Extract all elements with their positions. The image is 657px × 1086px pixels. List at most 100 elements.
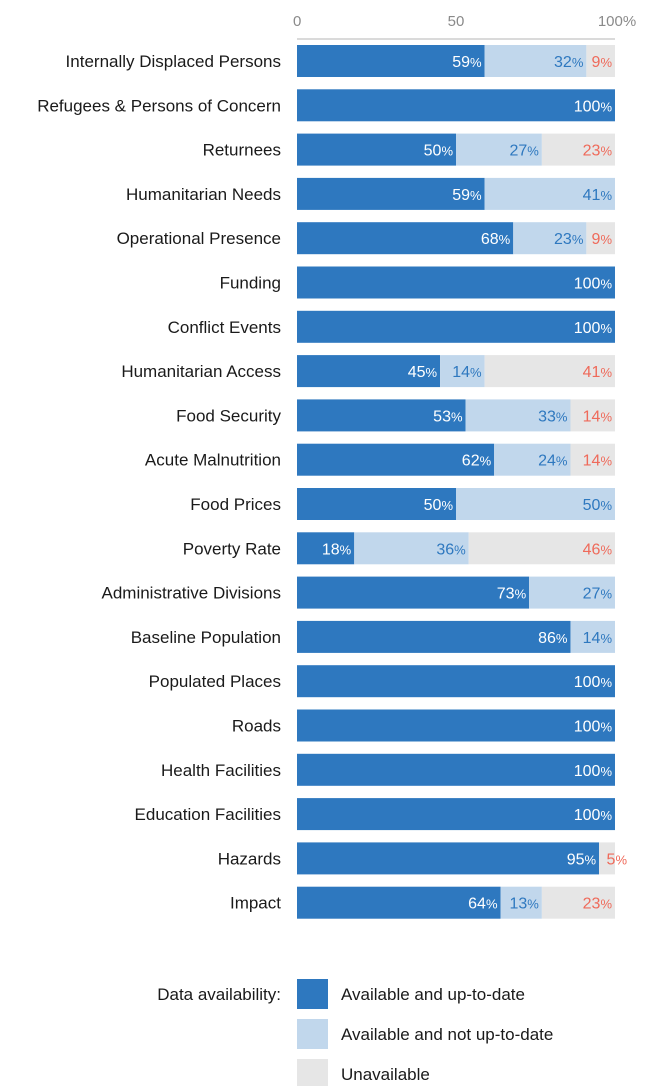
- data-label: 32%: [554, 54, 584, 71]
- legend-label: Unavailable: [341, 1065, 430, 1084]
- bar-segment: [297, 177, 485, 210]
- bar-segment: [297, 266, 615, 299]
- data-label: 46%: [583, 541, 613, 558]
- category-label: Health Facilities: [161, 761, 281, 780]
- data-label: 14%: [583, 453, 613, 470]
- bar-segment: [297, 532, 355, 565]
- data-label: 64%: [468, 896, 498, 913]
- data-label: 36%: [436, 541, 466, 558]
- data-label: 24%: [538, 453, 568, 470]
- data-label: 9%: [592, 54, 613, 71]
- bar-segment: [456, 133, 542, 166]
- category-label: Humanitarian Needs: [126, 185, 281, 204]
- category-label: Returnees: [203, 141, 281, 160]
- category-label: Refugees & Persons of Concern: [37, 96, 281, 115]
- data-label: 100%: [574, 98, 613, 115]
- data-label: 23%: [554, 231, 584, 248]
- data-label: 41%: [583, 364, 613, 381]
- legend-label: Available and up-to-date: [341, 985, 525, 1004]
- bar-segment: [586, 45, 615, 77]
- bar-segment: [500, 886, 542, 919]
- bar-segment: [297, 886, 501, 919]
- category-label: Food Security: [176, 406, 281, 425]
- bar-segment: [297, 620, 571, 653]
- data-label: 45%: [408, 364, 438, 381]
- x-tick-label: 0: [293, 13, 301, 30]
- category-label: Food Prices: [190, 495, 281, 514]
- bar-segment: [297, 443, 495, 476]
- bar-segment: [297, 355, 441, 388]
- data-label: 27%: [583, 586, 613, 603]
- bar-segment: [297, 399, 466, 432]
- data-label: 5%: [607, 851, 628, 868]
- data-label: 100%: [574, 763, 613, 780]
- data-label: 18%: [322, 541, 352, 558]
- bar-segment: [297, 45, 485, 77]
- bar-segment: [297, 89, 615, 122]
- bar-segment: [541, 886, 615, 919]
- bar-segment: [297, 842, 600, 875]
- data-label: 50%: [583, 497, 613, 514]
- bar-segment: [570, 443, 615, 476]
- bar-segment: [484, 45, 587, 77]
- data-label: 14%: [583, 630, 613, 647]
- bar-segment: [529, 576, 615, 609]
- category-label: Roads: [232, 717, 281, 736]
- legend-swatch: [297, 1059, 328, 1086]
- category-label: Conflict Events: [168, 318, 281, 337]
- bar-segment: [297, 222, 514, 255]
- category-label: Baseline Population: [131, 628, 281, 647]
- bar-segment: [494, 443, 571, 476]
- data-label: 86%: [538, 630, 568, 647]
- category-label: Funding: [220, 274, 281, 293]
- bar-segment: [297, 488, 456, 520]
- data-label: 41%: [583, 187, 613, 204]
- bar-segment: [468, 532, 615, 565]
- category-label: Operational Presence: [117, 229, 281, 248]
- bar-segment: [440, 355, 485, 388]
- legend-swatch: [297, 979, 328, 1009]
- data-label: 59%: [452, 187, 482, 204]
- data-label: 23%: [583, 896, 613, 913]
- data-label: 14%: [452, 364, 482, 381]
- bar-segment: [297, 576, 530, 609]
- bar-segment: [570, 620, 615, 653]
- bar-segment: [297, 709, 615, 742]
- data-label: 59%: [452, 54, 482, 71]
- data-label: 33%: [538, 408, 568, 425]
- bar-segment: [465, 399, 571, 432]
- data-label: 9%: [592, 231, 613, 248]
- x-tick-label: 100%: [598, 13, 636, 30]
- data-label: 95%: [567, 851, 597, 868]
- category-label: Impact: [230, 894, 281, 913]
- data-label: 73%: [497, 586, 527, 603]
- bar-segment: [297, 133, 456, 166]
- category-label: Education Facilities: [135, 805, 281, 824]
- data-label: 100%: [574, 807, 613, 824]
- legend-label: Available and not up-to-date: [341, 1025, 553, 1044]
- data-label: 23%: [583, 143, 613, 160]
- bar-segment: [570, 399, 615, 432]
- legend-swatch: [297, 1019, 328, 1049]
- data-label: 50%: [424, 143, 454, 160]
- data-label: 100%: [574, 674, 613, 691]
- data-label: 68%: [481, 231, 511, 248]
- bar-segment: [541, 133, 615, 166]
- bar-segment: [297, 665, 615, 698]
- data-label: 100%: [574, 320, 613, 337]
- bar-segment: [297, 310, 615, 343]
- bar-segment: [297, 753, 615, 786]
- category-label: Humanitarian Access: [121, 362, 281, 381]
- data-label: 53%: [433, 408, 463, 425]
- data-label: 27%: [510, 143, 540, 160]
- data-label: 62%: [462, 453, 492, 470]
- category-label: Acute Malnutrition: [145, 451, 281, 470]
- bar-segment: [484, 177, 615, 210]
- data-label: 100%: [574, 276, 613, 293]
- data-label: 50%: [424, 497, 454, 514]
- bar-segment: [599, 842, 615, 875]
- legend-title: Data availability:: [157, 985, 281, 1004]
- category-label: Populated Places: [149, 672, 281, 691]
- bar-segment: [586, 222, 615, 255]
